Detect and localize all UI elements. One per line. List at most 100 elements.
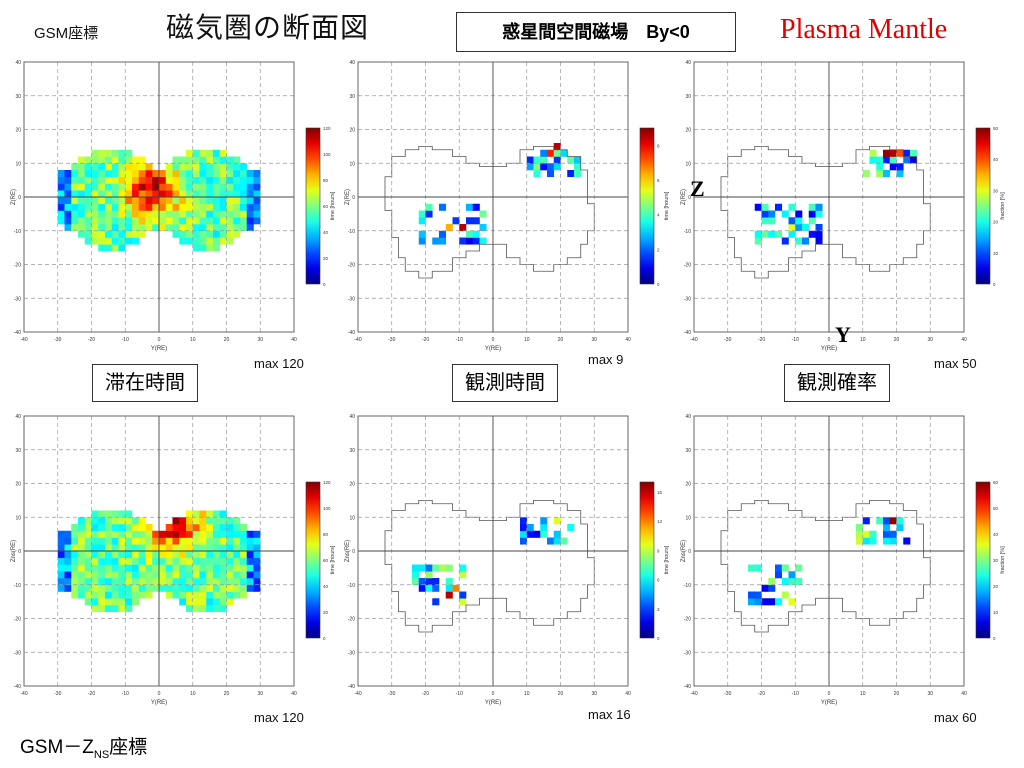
- panel-1-cell: [466, 203, 474, 211]
- panel-2-cell: [815, 210, 823, 218]
- panel-2-cell: [788, 217, 796, 225]
- panel-0-cell: [199, 237, 207, 245]
- panel-3-cell: [125, 564, 133, 572]
- panel-5-ytick: 30: [685, 448, 691, 454]
- panel-3-cell: [152, 530, 160, 538]
- panel-0-cell: [78, 224, 86, 232]
- panel-0-cell: [111, 183, 119, 191]
- panel-5-xtick: 10: [860, 691, 866, 697]
- panel-2-cell: [815, 230, 823, 238]
- panel-0-cell: [118, 149, 126, 157]
- panel-3-ytick: -30: [14, 650, 21, 656]
- panel-0-cell: [98, 244, 106, 252]
- panel-0-cell: [105, 156, 113, 164]
- panel-0-cell: [213, 183, 221, 191]
- label-observation-probability: 観測確率: [784, 364, 890, 402]
- panel-3-cell: [233, 517, 241, 525]
- panel-3-cell: [91, 564, 99, 572]
- panel-3-cell: [246, 537, 254, 545]
- panel-0-cell: [206, 197, 214, 205]
- panel-1-cell: [540, 149, 548, 157]
- panel-0-cell: [219, 237, 227, 245]
- panel-0-cell: [111, 149, 119, 157]
- panel-0-cell: [246, 203, 254, 211]
- panel-0-cell: [91, 210, 99, 218]
- panel-3-cell: [186, 584, 194, 592]
- panel-0-cell: [172, 183, 180, 191]
- panel-0-cell: [172, 210, 180, 218]
- panel-0-cell: [219, 156, 227, 164]
- panel-0-cell: [192, 244, 200, 252]
- panel-4-xlabel: Y(RE): [485, 700, 501, 706]
- panel-4-cell: [459, 591, 467, 599]
- panel-3-cell: [159, 571, 167, 579]
- panel-2-cell: [761, 230, 769, 238]
- panel-3-cell: [159, 578, 167, 586]
- panel-0-cell: [111, 217, 119, 225]
- panel-0-cell: [91, 156, 99, 164]
- panel-0-cell: [57, 210, 65, 218]
- panel-2-cell: [768, 210, 776, 218]
- panel-3-cell: [186, 551, 194, 559]
- panel-3-cell: [226, 557, 234, 565]
- panel-2-cell: [896, 163, 904, 171]
- panel-0-cell: [125, 183, 133, 191]
- panel-0-cell: [213, 190, 221, 198]
- panel-0-cell: [192, 183, 200, 191]
- panel-2-cell: [883, 170, 891, 178]
- panel-3-xtick: -30: [54, 691, 61, 697]
- panel-4-cell: [432, 584, 440, 592]
- panel-1-cell: [526, 156, 534, 164]
- panel-0-cell: [111, 230, 119, 238]
- panel-0-cell: [98, 210, 106, 218]
- panel-0-cell: [179, 217, 187, 225]
- panel-3-cell: [199, 591, 207, 599]
- panel-0-cell: [179, 170, 187, 178]
- panel-3-cell: [125, 571, 133, 579]
- panel-0-cell: [125, 170, 133, 178]
- panel-3-cell: [165, 530, 173, 538]
- panel-3-cell: [159, 557, 167, 565]
- panel-0-cell: [138, 197, 146, 205]
- panel-4-cell: [540, 524, 548, 532]
- panel-3-cell: [91, 517, 99, 525]
- panel-0-cell: [199, 183, 207, 191]
- panel-3-cell: [206, 557, 214, 565]
- panel-3-cell: [111, 530, 119, 538]
- panel-3-cell: [125, 591, 133, 599]
- panel-0-cell: [179, 230, 187, 238]
- panel-0-cell: [192, 190, 200, 198]
- panel-0-cell: [172, 190, 180, 198]
- panel-0-cell: [240, 163, 248, 171]
- chart-panel-top-left: -40 -40 -30 -30 -20 -20 -10 -10 0 0 10 10 20 20 30 30 40…: [10, 56, 340, 356]
- panel-0-cell: [246, 217, 254, 225]
- panel-0-cell: [145, 190, 153, 198]
- panel-3-cell: [179, 537, 187, 545]
- panel-0-cell: [132, 210, 140, 218]
- panel-4-cell: [425, 571, 433, 579]
- panel-4-xtick: 20: [558, 691, 564, 697]
- panel-3-cell: [111, 510, 119, 518]
- panel-3-cell: [179, 544, 187, 552]
- panel-0-cell: [159, 176, 167, 184]
- panel-1-cell: [574, 163, 582, 171]
- panel-2-xtick: 10: [860, 337, 866, 343]
- panel-1-cell: [540, 163, 548, 171]
- panel-5-cell: [856, 537, 864, 545]
- panel-3-cell: [233, 571, 241, 579]
- panel-4-xtick: 0: [492, 691, 495, 697]
- panel-2-colorbar-tick: 0: [993, 282, 996, 287]
- panel-3-cell: [78, 517, 86, 525]
- panel-3-cell: [240, 571, 248, 579]
- chart-panel-bottom-middle: -40 -40 -30 -30 -20 -20 -10 -10 0 0 10 10 20 20 30 30 40…: [344, 410, 674, 710]
- panel-3-cell: [125, 524, 133, 532]
- panel-0-cell: [145, 176, 153, 184]
- panel-0-colorbar-tick: 80: [323, 178, 329, 183]
- panel-0-cell: [132, 183, 140, 191]
- panel-0-cell: [253, 190, 261, 198]
- panel-3-cell: [179, 524, 187, 532]
- panel-3-cell: [172, 524, 180, 532]
- panel-3-cell: [186, 510, 194, 518]
- panel-3-cell: [213, 584, 221, 592]
- panel-0-cell: [84, 176, 92, 184]
